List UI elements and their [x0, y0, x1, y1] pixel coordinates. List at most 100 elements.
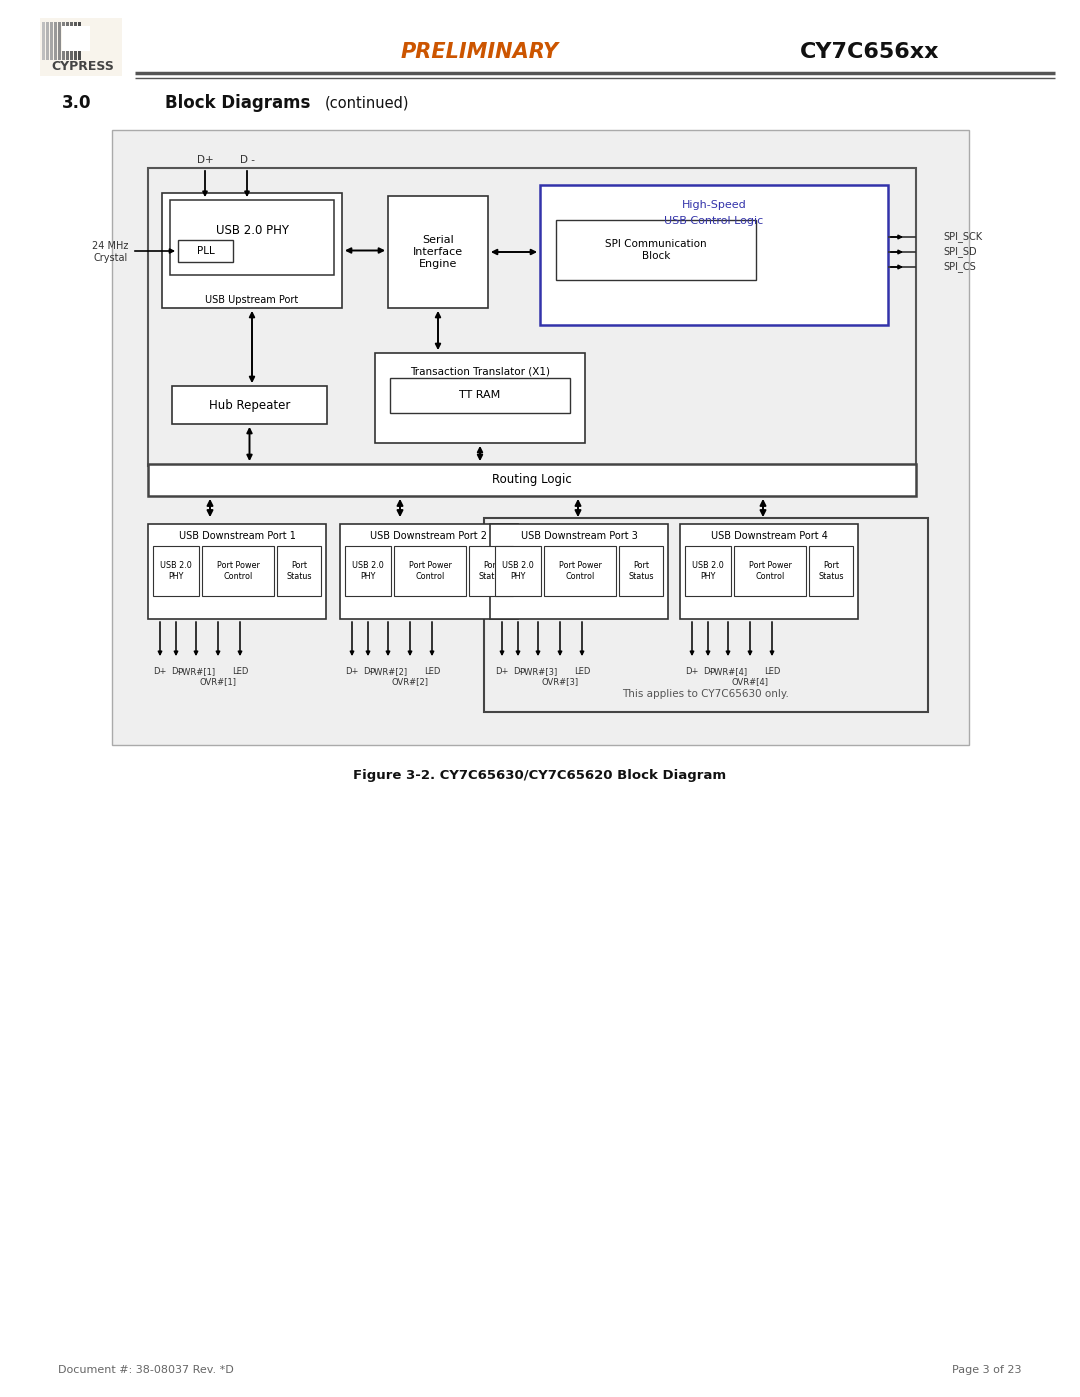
Text: 3.0: 3.0: [62, 94, 92, 112]
Text: D+: D+: [496, 666, 509, 676]
Bar: [62, 27, 90, 52]
Text: OVR#[3]: OVR#[3]: [541, 678, 579, 686]
Text: Page 3 of 23: Page 3 of 23: [953, 1365, 1022, 1375]
Bar: [75, 22, 77, 60]
Bar: [556, 219, 756, 279]
Bar: [544, 546, 616, 597]
Text: Hub Repeater: Hub Repeater: [208, 398, 291, 412]
Text: This applies to CY7C65630 only.: This applies to CY7C65630 only.: [622, 689, 789, 698]
Bar: [495, 546, 541, 597]
Bar: [148, 464, 916, 496]
Bar: [40, 18, 122, 75]
Text: Port
Status: Port Status: [629, 562, 653, 581]
Text: LED: LED: [764, 666, 780, 676]
Text: OVR#[1]: OVR#[1]: [200, 678, 237, 686]
Bar: [58, 22, 60, 60]
Text: Port Power
Control: Port Power Control: [408, 562, 451, 581]
Bar: [390, 379, 570, 414]
Text: D+: D+: [346, 666, 359, 676]
Text: (continued): (continued): [325, 95, 409, 110]
Text: USB Downstream Port 1: USB Downstream Port 1: [178, 531, 296, 541]
Text: LED: LED: [232, 666, 248, 676]
Bar: [148, 168, 916, 467]
Bar: [62, 22, 65, 60]
Text: USB Upstream Port: USB Upstream Port: [205, 295, 299, 305]
Text: USB 2.0
PHY: USB 2.0 PHY: [160, 562, 192, 581]
Text: USB 2.0
PHY: USB 2.0 PHY: [502, 562, 534, 581]
Text: D-: D-: [703, 666, 713, 676]
Bar: [202, 546, 274, 597]
Bar: [112, 130, 969, 745]
Bar: [469, 546, 513, 597]
Text: Block Diagrams: Block Diagrams: [165, 94, 310, 112]
Bar: [394, 546, 465, 597]
Bar: [153, 546, 199, 597]
Text: USB 2.0
PHY: USB 2.0 PHY: [352, 562, 383, 581]
Bar: [375, 353, 585, 443]
Text: Document #: 38-08037 Rev. *D: Document #: 38-08037 Rev. *D: [58, 1365, 233, 1375]
Text: Serial
Interface
Engine: Serial Interface Engine: [413, 236, 463, 268]
Text: USB Downstream Port 4: USB Downstream Port 4: [711, 531, 827, 541]
Text: D -: D -: [240, 155, 255, 165]
Bar: [42, 22, 45, 60]
Text: PRELIMINARY: PRELIMINARY: [401, 42, 559, 61]
Text: Port Power
Control: Port Power Control: [748, 562, 792, 581]
Text: PLL: PLL: [197, 246, 214, 256]
Text: SPI Communication
Block: SPI Communication Block: [605, 239, 706, 261]
Text: OVR#[4]: OVR#[4]: [731, 678, 769, 686]
Text: PWR#[2]: PWR#[2]: [369, 666, 407, 676]
Text: USB Control Logic: USB Control Logic: [664, 217, 764, 226]
Text: PWR#[4]: PWR#[4]: [708, 666, 747, 676]
Bar: [809, 546, 853, 597]
Text: CYPRESS: CYPRESS: [52, 60, 114, 73]
Text: USB 2.0 PHY: USB 2.0 PHY: [216, 224, 288, 236]
Text: High-Speed: High-Speed: [681, 200, 746, 210]
Text: USB 2.0
PHY: USB 2.0 PHY: [692, 562, 724, 581]
Text: Figure 3-2. CY7C65630/CY7C65620 Block Diagram: Figure 3-2. CY7C65630/CY7C65620 Block Di…: [353, 768, 727, 781]
Text: LED: LED: [423, 666, 441, 676]
Bar: [46, 22, 49, 60]
Bar: [484, 518, 928, 712]
Text: USB Downstream Port 3: USB Downstream Port 3: [521, 531, 637, 541]
Bar: [54, 22, 57, 60]
Bar: [172, 386, 327, 425]
Bar: [680, 524, 858, 619]
Text: D-: D-: [172, 666, 180, 676]
Bar: [70, 22, 73, 60]
Text: PWR#[1]: PWR#[1]: [177, 666, 215, 676]
Bar: [78, 22, 81, 60]
Text: CY7C656xx: CY7C656xx: [800, 42, 940, 61]
Text: Port
Status: Port Status: [286, 562, 312, 581]
Bar: [178, 240, 233, 263]
Text: D-: D-: [363, 666, 373, 676]
Text: D-: D-: [513, 666, 523, 676]
Bar: [345, 546, 391, 597]
Text: LED: LED: [573, 666, 590, 676]
Text: D+: D+: [153, 666, 166, 676]
Text: Port
Status: Port Status: [819, 562, 843, 581]
Bar: [170, 200, 334, 275]
Text: D+: D+: [686, 666, 699, 676]
Bar: [66, 22, 69, 60]
Text: USB Downstream Port 2: USB Downstream Port 2: [370, 531, 487, 541]
Text: 24 MHz
Crystal: 24 MHz Crystal: [92, 242, 129, 263]
Text: SPI_CS: SPI_CS: [943, 261, 975, 272]
Text: PWR#[3]: PWR#[3]: [518, 666, 557, 676]
Text: OVR#[2]: OVR#[2]: [391, 678, 429, 686]
Text: Routing Logic: Routing Logic: [492, 474, 572, 486]
Bar: [388, 196, 488, 307]
Text: Port
Status: Port Status: [478, 562, 503, 581]
Text: SPI_SCK: SPI_SCK: [943, 232, 982, 243]
Bar: [734, 546, 806, 597]
Text: SPI_SD: SPI_SD: [943, 246, 976, 257]
Text: D+: D+: [197, 155, 214, 165]
Text: Port Power
Control: Port Power Control: [217, 562, 259, 581]
Text: Port Power
Control: Port Power Control: [558, 562, 602, 581]
Bar: [540, 184, 888, 326]
Bar: [490, 524, 669, 619]
Bar: [619, 546, 663, 597]
Bar: [50, 22, 53, 60]
Text: Transaction Translator (X1): Transaction Translator (X1): [410, 366, 550, 376]
Bar: [276, 546, 321, 597]
Bar: [340, 524, 518, 619]
